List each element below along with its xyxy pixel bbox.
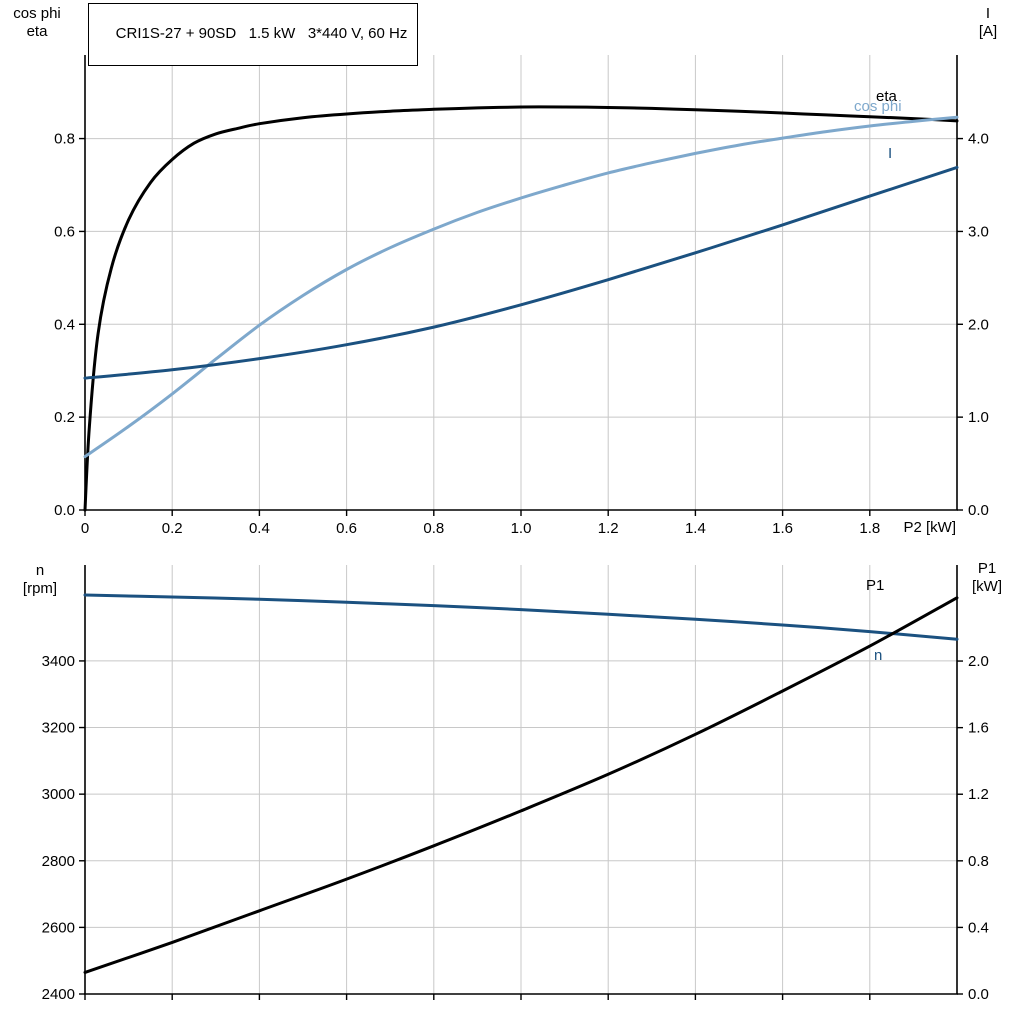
svg-text:2.0: 2.0 [968, 316, 989, 333]
svg-text:0.8: 0.8 [968, 853, 989, 870]
chart-title: CRI1S-27 + 90SD 1.5 kW 3*440 V, 60 Hz [115, 25, 408, 42]
svg-text:2400: 2400 [42, 986, 75, 1003]
p1-axis-title-line2: [kW] [972, 578, 1002, 595]
bottom-left-axis-title: n [rpm] [2, 562, 78, 598]
y-left-axis-title-line1: cos phi [13, 5, 61, 22]
svg-text:2800: 2800 [42, 853, 75, 870]
svg-text:0.6: 0.6 [336, 520, 357, 537]
svg-text:0.4: 0.4 [54, 316, 75, 333]
svg-text:1.6: 1.6 [772, 520, 793, 537]
p1-axis-title-line1: P1 [977, 560, 997, 577]
svg-text:0.0: 0.0 [968, 502, 989, 519]
x-axis-title: P2 [kW] [903, 519, 956, 536]
svg-text:4.0: 4.0 [968, 131, 989, 148]
svg-text:1.2: 1.2 [968, 786, 989, 803]
svg-text:0.4: 0.4 [968, 919, 989, 936]
svg-text:0.4: 0.4 [249, 520, 270, 537]
n-axis-title-line1: n [35, 562, 45, 579]
svg-text:1.8: 1.8 [859, 520, 880, 537]
svg-text:0.0: 0.0 [968, 986, 989, 1003]
top-left-axis-title: cos phi eta [0, 5, 74, 41]
p1-curve-label: P1 [866, 577, 885, 594]
chart-title-box: CRI1S-27 + 90SD 1.5 kW 3*440 V, 60 Hz [88, 3, 419, 66]
svg-text:1.0: 1.0 [511, 520, 532, 537]
cos-phi-curve-label: cos phi [854, 98, 902, 115]
svg-text:0.2: 0.2 [162, 520, 183, 537]
svg-text:1.0: 1.0 [968, 409, 989, 426]
svg-text:0.8: 0.8 [54, 131, 75, 148]
svg-text:2600: 2600 [42, 919, 75, 936]
speed-curve-label: n [874, 647, 883, 664]
eta-curve-label: eta [876, 88, 897, 105]
svg-text:3200: 3200 [42, 720, 75, 737]
svg-text:0.0: 0.0 [54, 502, 75, 519]
y-right-axis-title-line1: I [985, 5, 991, 22]
current-curve-label: I [888, 145, 893, 162]
svg-text:0.8: 0.8 [423, 520, 444, 537]
svg-text:3000: 3000 [42, 786, 75, 803]
top-right-axis-title: I [A] [958, 5, 1018, 41]
y-right-axis-title-line2: [A] [978, 23, 998, 40]
svg-text:1.4: 1.4 [685, 520, 706, 537]
svg-text:0.2: 0.2 [54, 409, 75, 426]
svg-text:3.0: 3.0 [968, 223, 989, 240]
svg-text:2.0: 2.0 [968, 653, 989, 670]
y-left-axis-title-line2: eta [26, 23, 48, 40]
bottom-right-axis-title: P1 [kW] [954, 560, 1020, 596]
svg-text:3400: 3400 [42, 653, 75, 670]
svg-text:1.2: 1.2 [598, 520, 619, 537]
n-axis-title-line2: [rpm] [22, 580, 58, 597]
svg-text:0: 0 [81, 520, 89, 537]
svg-text:1.6: 1.6 [968, 720, 989, 737]
svg-text:0.6: 0.6 [54, 223, 75, 240]
